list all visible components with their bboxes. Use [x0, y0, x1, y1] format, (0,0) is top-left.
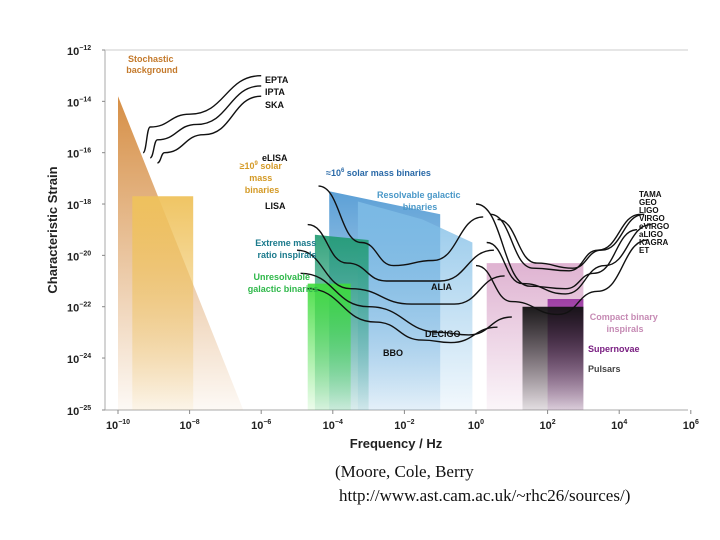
- label-epta: EPTA: [265, 75, 289, 85]
- label-evirgo: eVIRGO: [639, 222, 669, 231]
- label-stochastic: Stochastic background: [126, 54, 178, 75]
- label-alia: ALIA: [431, 282, 452, 292]
- label-pulsars: Pulsars: [588, 364, 621, 374]
- x-tick-label: 100: [468, 419, 484, 432]
- x-tick-label: 10−6: [251, 419, 271, 432]
- label-ipta: IPTA: [265, 87, 285, 97]
- curve-ligo: [497, 213, 645, 269]
- x-tick-label: 10−4: [323, 419, 343, 432]
- x-axis-label: Frequency / Hz: [350, 436, 443, 451]
- y-tick-label: 10−14: [67, 96, 91, 109]
- label-decigo: DECIGO: [425, 329, 461, 339]
- curve-alia: [296, 249, 505, 305]
- y-tick-label: 10−25: [67, 405, 91, 418]
- curve-aligo: [486, 223, 652, 295]
- x-tick-label: 10−8: [179, 419, 199, 432]
- curve-epta: [142, 75, 262, 154]
- citation-caption-line1: (Moore, Cole, Berry: [335, 462, 474, 481]
- curve-et: [475, 239, 648, 316]
- label-million-solar-mass-binaries: ≈106 solar mass binaries: [326, 168, 431, 178]
- label-ligo: LIGO: [639, 206, 659, 215]
- label-virgo: VIRGO: [639, 214, 665, 223]
- y-tick-label: 10−22: [67, 302, 91, 315]
- region-pulsars: [522, 306, 584, 410]
- label-unresolvable-galactic-binaries: Unresolvable galactic binaries: [248, 272, 319, 294]
- curve-geo: [490, 213, 641, 272]
- axis-ticks: 10−10 10−8 10−6 10−4 10−2 100 102 104 106 10−12 10…: [67, 45, 699, 432]
- x-tick-label: 10−2: [394, 419, 414, 432]
- region-resolvable-galactic-binaries: [357, 201, 473, 410]
- region-supermassive-binaries: [132, 196, 194, 410]
- detector-curves: [142, 75, 652, 344]
- label-elisa: eLISA: [262, 153, 288, 163]
- curve-tama: [475, 203, 638, 290]
- curve-decigo: [300, 272, 512, 336]
- x-tick-label: 104: [611, 419, 627, 432]
- x-tick-label: 106: [683, 419, 699, 432]
- label-compact-binary-inspirals: Compact binary inspirals: [590, 312, 661, 334]
- region-unresolvable-galactic-binaries: [307, 283, 351, 410]
- label-et: ET: [639, 246, 649, 255]
- x-tick-label: 102: [540, 419, 556, 432]
- y-axis-label: Characteristic Strain: [45, 166, 60, 293]
- curve-bbo: [307, 288, 498, 344]
- citation-caption-line2: http://www.ast.cam.ac.uk/~rhc26/sources/…: [339, 486, 631, 505]
- label-extreme-mass-ratio-inspirals: Extreme mass ratio inspirals: [255, 238, 319, 260]
- y-tick-label: 10−16: [67, 148, 91, 161]
- label-bbo: BBO: [383, 348, 403, 358]
- label-supermassive-binaries: ≥109 solar mass binaries: [240, 161, 285, 195]
- source-regions: [118, 96, 584, 410]
- label-lisa: LISA: [265, 201, 286, 211]
- label-aligo: aLIGO: [639, 230, 663, 239]
- y-tick-label: 10−20: [67, 250, 91, 263]
- y-tick-label: 10−18: [67, 199, 91, 212]
- x-tick-label: 10−10: [106, 419, 130, 432]
- label-ska: SKA: [265, 100, 285, 110]
- label-tama: TAMA: [639, 190, 662, 199]
- label-geo: GEO: [639, 198, 657, 207]
- label-supernovae: Supernovae: [588, 344, 640, 354]
- label-kagra: KAGRA: [639, 238, 669, 247]
- label-resolvable-galactic-binaries: Resolvable galactic binaries: [377, 190, 463, 212]
- curve-ipta: [149, 85, 262, 159]
- curve-ska: [157, 95, 262, 164]
- y-tick-label: 10−24: [67, 353, 91, 366]
- curve-lisa: [307, 223, 494, 282]
- curve-elisa: [318, 185, 484, 267]
- y-tick-label: 10−12: [67, 45, 91, 58]
